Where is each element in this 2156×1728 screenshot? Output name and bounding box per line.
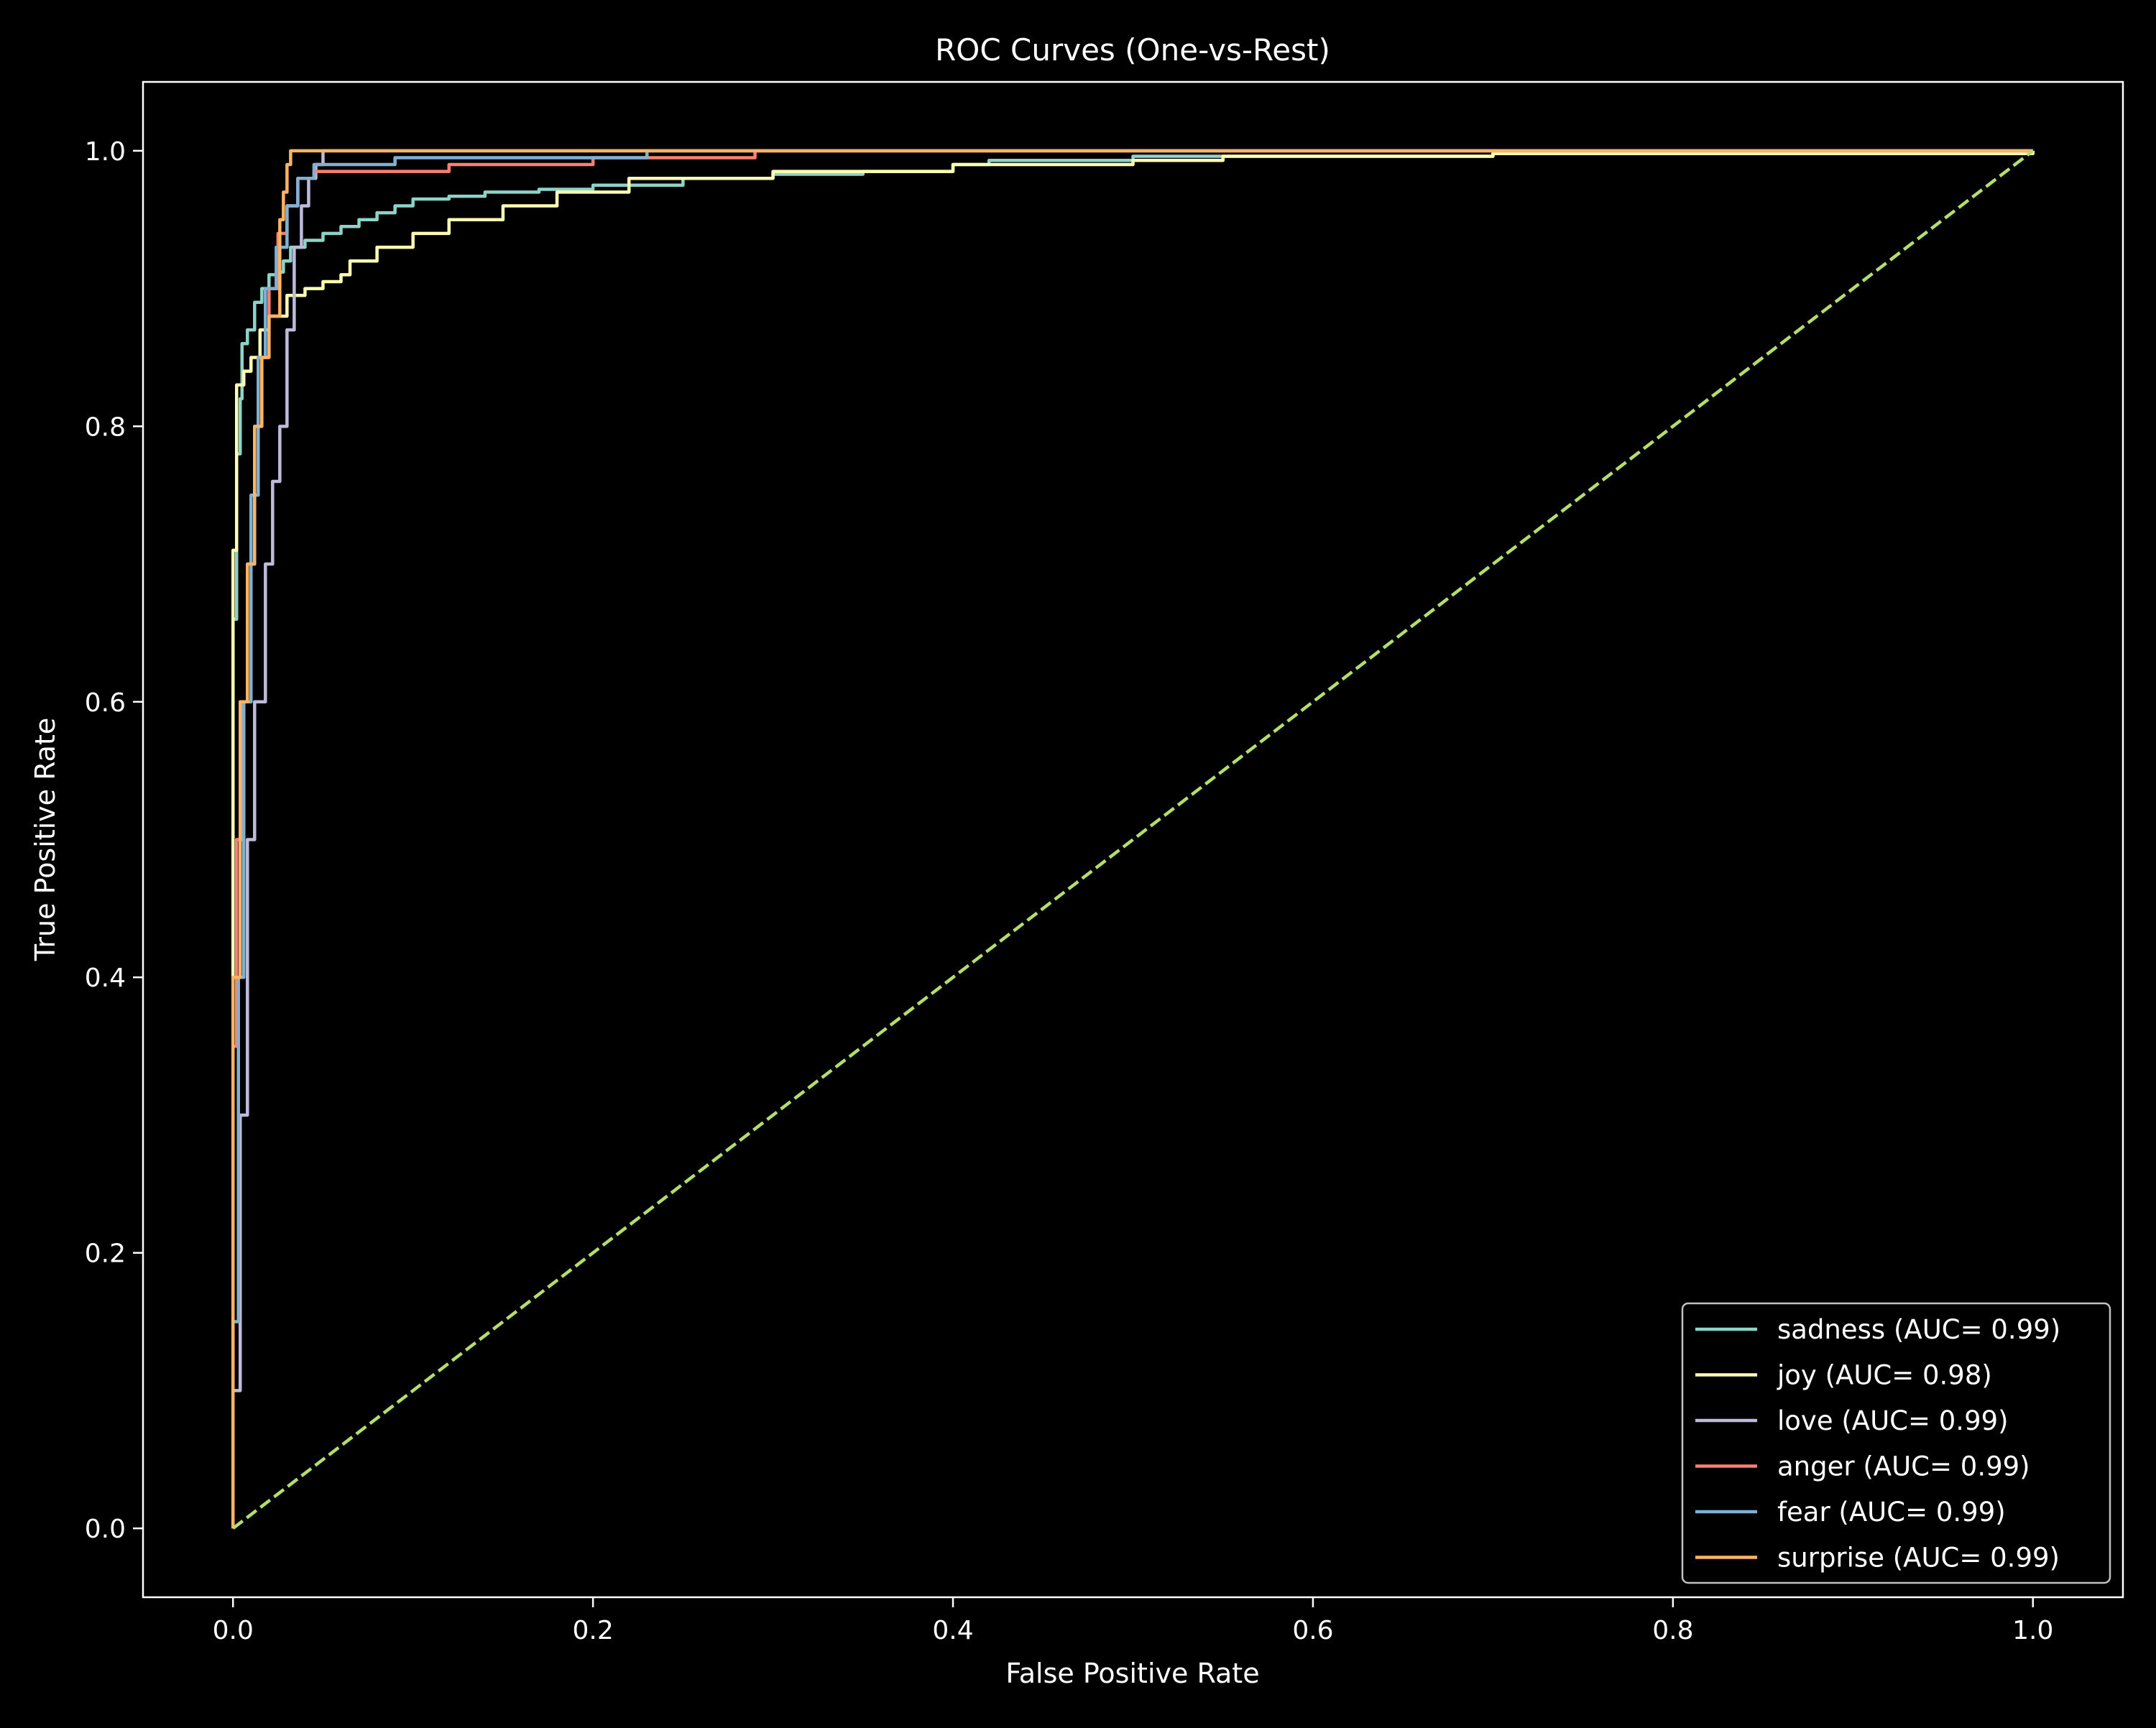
x-axis-label: False Positive Rate (1005, 1658, 1259, 1689)
y-axis-label: True Positive Rate (29, 718, 61, 962)
legend-label: anger (AUC= 0.99) (1777, 1451, 2030, 1482)
plot-area (231, 149, 2035, 1530)
legend-label: fear (AUC= 0.99) (1777, 1497, 2006, 1528)
y-tick-label: 0.8 (85, 412, 126, 442)
roc-curve-fear (231, 149, 2033, 1529)
y-axis-ticks: 0.0 0.2 0.4 0.6 0.8 1.0 (85, 137, 143, 1544)
x-tick-label: 0.4 (932, 1616, 973, 1645)
legend-box (1681, 1302, 2111, 1584)
x-tick-label: 0.2 (573, 1616, 614, 1645)
roc-curve-anger (231, 149, 2033, 1529)
y-tick-label: 0.0 (85, 1515, 126, 1544)
x-axis-ticks: 0.0 0.2 0.4 0.6 0.8 1.0 (213, 1597, 2053, 1645)
roc-curve-surprise (231, 149, 2033, 1529)
chance-diagonal-line (231, 149, 2035, 1530)
x-tick-label: 0.0 (213, 1616, 254, 1645)
x-tick-label: 0.6 (1292, 1616, 1333, 1645)
y-tick-label: 1.0 (85, 137, 126, 167)
x-tick-label: 0.8 (1652, 1616, 1693, 1645)
chart-title: ROC Curves (One-vs-Rest) (935, 32, 1330, 68)
legend-label: joy (AUC= 0.98) (1777, 1360, 1992, 1391)
legend: sadness (AUC= 0.99) joy (AUC= 0.98) love (… (1681, 1302, 2111, 1584)
roc-curve-joy (231, 150, 2035, 1529)
plot-frame (142, 80, 2124, 1599)
legend-label: sadness (AUC= 0.99) (1777, 1314, 2060, 1345)
y-tick-label: 0.6 (85, 688, 126, 718)
legend-label: surprise (AUC= 0.99) (1777, 1543, 2060, 1574)
y-tick-label: 0.4 (85, 964, 126, 993)
legend-label: love (AUC= 0.99) (1777, 1405, 2009, 1436)
y-tick-label: 0.2 (85, 1239, 126, 1269)
x-tick-label: 1.0 (2012, 1616, 2053, 1645)
